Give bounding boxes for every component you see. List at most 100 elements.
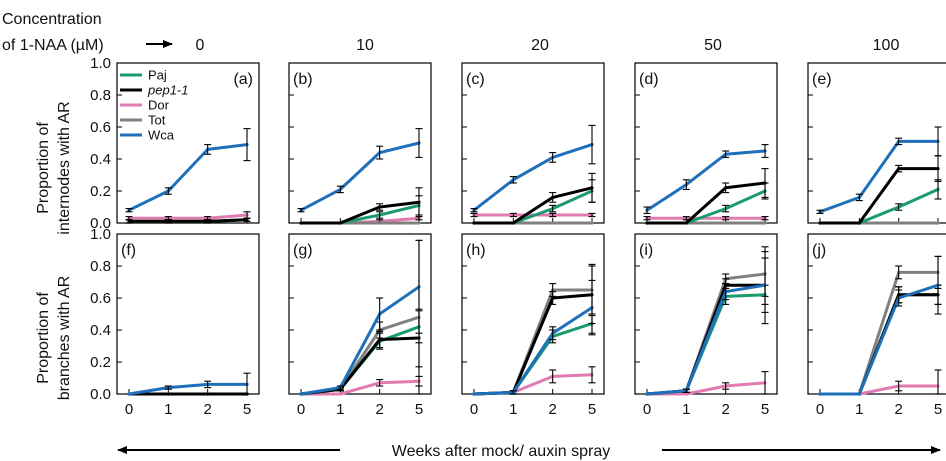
error-bar bbox=[549, 291, 557, 305]
data-point bbox=[936, 221, 940, 225]
error-bar bbox=[204, 144, 212, 155]
error-bar bbox=[125, 208, 133, 213]
series-dor bbox=[472, 366, 596, 396]
error-bar bbox=[376, 145, 384, 160]
error-bar bbox=[761, 257, 769, 313]
concentration-100: 100 bbox=[873, 37, 900, 54]
series-line-wca bbox=[819, 139, 938, 214]
data-point bbox=[818, 392, 822, 396]
error-bar bbox=[549, 212, 557, 218]
data-point bbox=[472, 392, 476, 396]
error-bar bbox=[549, 192, 557, 203]
data-point bbox=[206, 392, 210, 396]
error-bar bbox=[722, 382, 730, 390]
data-point bbox=[645, 221, 649, 225]
panel-frame bbox=[116, 62, 260, 224]
error-bar bbox=[682, 179, 690, 190]
series-pep1-1 bbox=[125, 217, 251, 224]
series-wca bbox=[470, 124, 596, 213]
series-line-wca bbox=[820, 283, 939, 396]
series-wca bbox=[299, 239, 423, 396]
legend-item-tot: Tot bbox=[120, 113, 166, 128]
error-bar bbox=[204, 380, 212, 389]
concentration-20: 20 bbox=[531, 37, 549, 54]
error-bar bbox=[722, 283, 730, 301]
series-line-wca bbox=[128, 143, 248, 212]
x-tick-label: 0 bbox=[470, 401, 478, 418]
error-bar bbox=[643, 206, 651, 214]
panel-h: (h) bbox=[461, 233, 605, 396]
series-wca bbox=[816, 126, 942, 214]
error-bar bbox=[549, 369, 557, 384]
legend-item-wca: Wca bbox=[120, 128, 175, 143]
data-point bbox=[299, 392, 303, 396]
x-axis-label: Weeks after mock/ auxin spray bbox=[392, 443, 610, 460]
panel-label-h: (h) bbox=[466, 242, 486, 259]
series-wca bbox=[472, 279, 596, 396]
error-bar bbox=[895, 289, 903, 307]
error-bar bbox=[761, 371, 769, 395]
y-tick-label: 1.0 bbox=[90, 55, 111, 72]
series-line-dor bbox=[129, 213, 248, 220]
data-point bbox=[338, 392, 342, 396]
error-bar bbox=[934, 126, 942, 157]
x-tick-label: 0 bbox=[297, 401, 305, 418]
concentration-0: 0 bbox=[196, 37, 205, 54]
error-bar bbox=[588, 279, 596, 336]
error-bar bbox=[243, 217, 251, 222]
error-bar bbox=[588, 172, 596, 203]
error-bar bbox=[376, 331, 384, 349]
x-tick-label: 1 bbox=[682, 401, 690, 418]
series-line-dor bbox=[647, 381, 766, 396]
y-tick-label: 0.6 bbox=[90, 290, 111, 307]
series-line-wca bbox=[128, 382, 247, 396]
error-bar bbox=[761, 216, 769, 221]
y-tick-label: 0.8 bbox=[90, 87, 111, 104]
panel-frame bbox=[807, 233, 946, 395]
x-tick-label: 5 bbox=[588, 401, 596, 418]
x-tick-labels: 0 1 2 5 0 1 2 5 0 1 2 5 0 1 2 5 0 1 2 5 bbox=[125, 401, 942, 418]
data-point bbox=[417, 221, 421, 225]
series-line-pep1-1 bbox=[301, 200, 420, 225]
panel-label-j: (j) bbox=[812, 242, 826, 259]
error-bar bbox=[761, 144, 769, 158]
y-tick-label: 0.2 bbox=[90, 354, 111, 371]
error-bar bbox=[376, 379, 384, 387]
error-bar bbox=[549, 152, 557, 163]
data-point bbox=[127, 392, 131, 396]
series-wca bbox=[127, 372, 251, 396]
x-tick-label: 0 bbox=[816, 401, 824, 418]
error-bar bbox=[336, 185, 344, 194]
y-label-bottom-line1: Proportion of bbox=[35, 292, 52, 384]
legend-label: Tot bbox=[148, 113, 166, 128]
panel-label-c: (c) bbox=[466, 71, 485, 88]
error-bar bbox=[415, 128, 423, 158]
error-bar bbox=[588, 124, 596, 165]
x-tick-label: 0 bbox=[643, 401, 651, 418]
panels: (a) (b) (c) (d) (e) (f) (g) (h) (i) (j) bbox=[116, 62, 946, 396]
panel-label-a: (a) bbox=[233, 71, 253, 88]
series-line-dor bbox=[473, 373, 593, 396]
error-bar bbox=[243, 372, 251, 395]
series-wca bbox=[645, 257, 769, 396]
data-point bbox=[857, 392, 861, 396]
error-bar bbox=[855, 193, 863, 202]
error-bar bbox=[376, 203, 384, 211]
error-bar bbox=[509, 176, 517, 184]
panel-c: (c) bbox=[461, 62, 605, 225]
series-wca bbox=[643, 144, 769, 214]
series-line-pep1-1 bbox=[474, 186, 593, 225]
series-line-pep1-1 bbox=[129, 218, 248, 223]
x-tick-label: 5 bbox=[934, 401, 942, 418]
concentration-10: 10 bbox=[356, 37, 374, 54]
panel-label-b: (b) bbox=[293, 71, 313, 88]
panel-d: (d) bbox=[634, 62, 778, 225]
y-tick-label: 0.2 bbox=[90, 183, 111, 200]
error-bar bbox=[509, 212, 517, 218]
error-bar bbox=[376, 297, 384, 331]
series-pep1-1 bbox=[645, 168, 769, 225]
y-label-bottom-line2: branches with AR bbox=[56, 276, 73, 401]
data-point bbox=[472, 221, 476, 225]
y-label-top-line2: internodes with AR bbox=[56, 101, 73, 234]
error-bar bbox=[643, 216, 651, 221]
